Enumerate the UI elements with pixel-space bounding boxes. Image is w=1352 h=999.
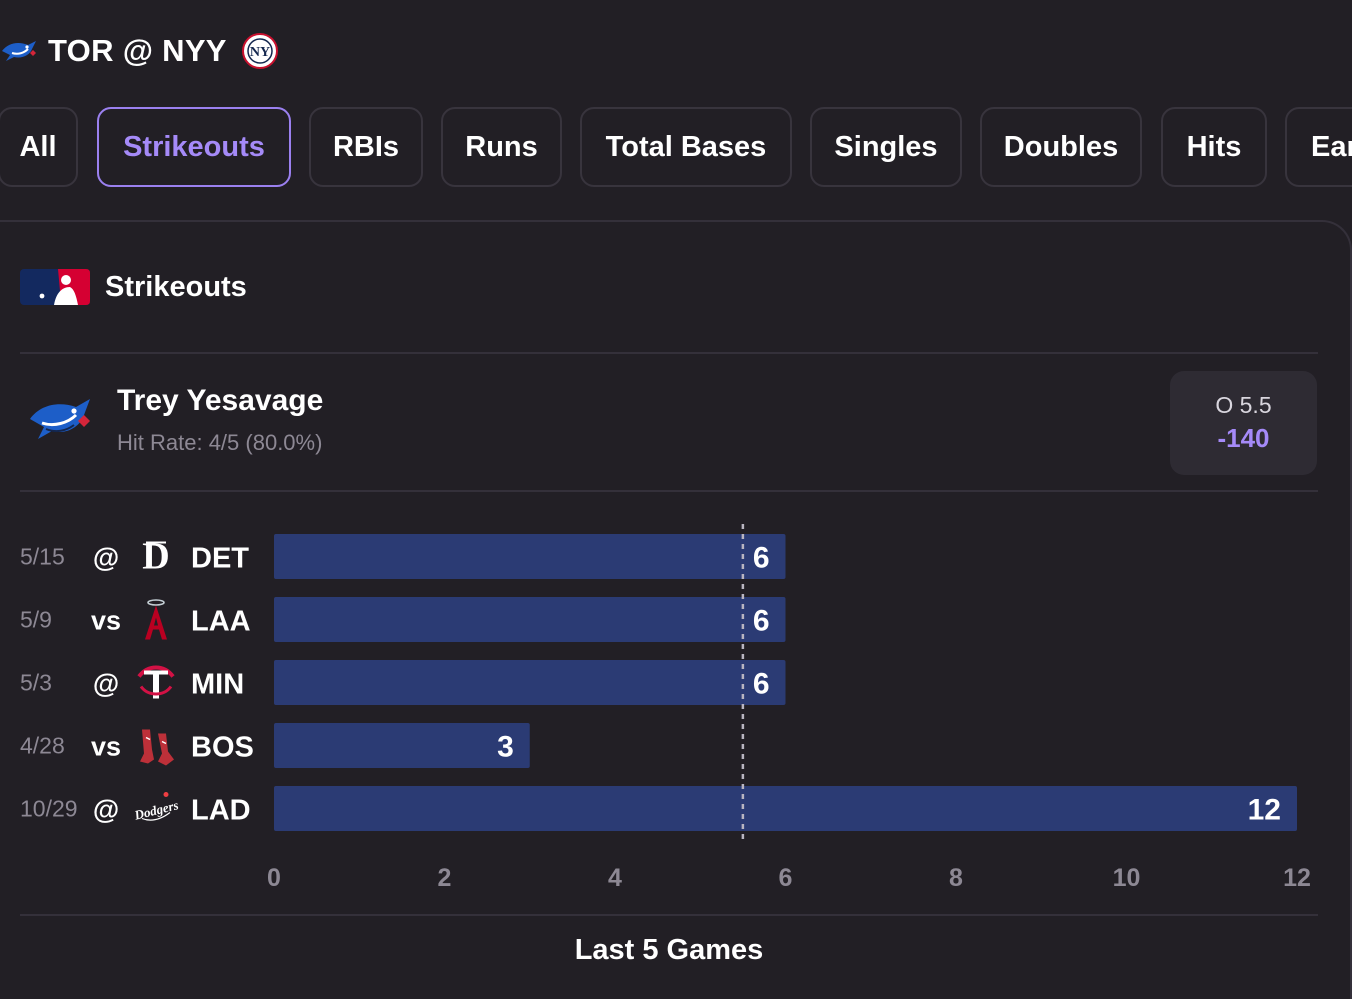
bar-value-label: 6 bbox=[753, 605, 770, 638]
player-info: Trey Yesavage Hit Rate: 4/5 (80.0%) bbox=[117, 384, 323, 456]
tigers-logo-icon: D bbox=[142, 536, 169, 578]
tab-runs[interactable]: Runs bbox=[441, 107, 562, 187]
market-title: Strikeouts bbox=[105, 270, 247, 303]
x-tick-label: 2 bbox=[438, 864, 452, 892]
opponent-abbr: BOS bbox=[191, 732, 254, 764]
x-tick-label: 4 bbox=[608, 864, 622, 892]
prop-tabs: All Strikeouts RBIs Runs Total Bases Singles D… bbox=[0, 107, 1352, 187]
tab-rbis[interactable]: RBIs bbox=[309, 107, 423, 187]
player-name: Trey Yesavage bbox=[117, 384, 324, 417]
game-date: 5/15 bbox=[20, 544, 65, 570]
matchup-header: TOR @ NYY NY bbox=[0, 28, 279, 74]
bar bbox=[274, 786, 1297, 831]
tab-total-bases[interactable]: Total Bases bbox=[580, 107, 792, 187]
opponent-abbr: DET bbox=[191, 543, 249, 575]
twins-logo-icon bbox=[137, 665, 175, 699]
blue-jays-logo-icon bbox=[30, 399, 90, 439]
tab-strikeouts[interactable]: Strikeouts bbox=[97, 107, 291, 187]
hit-rate: Hit Rate: 4/5 (80.0%) bbox=[117, 430, 323, 455]
bar-value-label: 6 bbox=[753, 542, 770, 575]
game-date: 5/9 bbox=[20, 607, 52, 633]
game-location: @ bbox=[93, 543, 119, 573]
market-header: Strikeouts bbox=[20, 268, 247, 306]
divider bbox=[20, 352, 1318, 354]
bar-value-label: 6 bbox=[753, 668, 770, 701]
player-row[interactable]: Trey Yesavage Hit Rate: 4/5 (80.0%) bbox=[26, 384, 323, 456]
bar bbox=[274, 534, 786, 579]
blue-jays-logo-icon bbox=[2, 41, 36, 61]
divider bbox=[20, 914, 1318, 916]
odds-value: -140 bbox=[1217, 423, 1270, 453]
game-location: @ bbox=[93, 795, 119, 825]
divider bbox=[20, 490, 1318, 492]
red-sox-logo-icon bbox=[140, 729, 174, 766]
tab-doubles[interactable]: Doubles bbox=[980, 107, 1142, 187]
x-tick-label: 0 bbox=[267, 864, 281, 892]
x-tick-label: 12 bbox=[1283, 864, 1311, 892]
x-tick-label: 8 bbox=[949, 864, 963, 892]
game-date: 5/3 bbox=[20, 670, 52, 696]
opponent-abbr: LAA bbox=[191, 606, 251, 638]
line-label: O 5.5 bbox=[1215, 392, 1272, 418]
game-location: @ bbox=[93, 669, 119, 699]
bar bbox=[274, 660, 786, 705]
opponent-abbr: LAD bbox=[191, 795, 251, 827]
game-date: 4/28 bbox=[20, 733, 65, 759]
tab-all[interactable]: All bbox=[0, 107, 78, 187]
mlb-logo-icon bbox=[20, 269, 90, 305]
bar-value-label: 12 bbox=[1248, 794, 1281, 827]
tab-singles[interactable]: Singles bbox=[810, 107, 962, 187]
angels-logo-icon bbox=[145, 599, 167, 640]
game-date: 10/29 bbox=[20, 796, 78, 822]
tab-ear[interactable]: Ear bbox=[1285, 107, 1352, 187]
prop-card bbox=[0, 220, 1352, 999]
game-location: vs bbox=[91, 606, 121, 636]
x-tick-label: 10 bbox=[1113, 864, 1141, 892]
svg-text:NY: NY bbox=[250, 45, 270, 60]
x-tick-label: 6 bbox=[779, 864, 793, 892]
bar bbox=[274, 597, 786, 642]
dodgers-logo-icon: Dodgers bbox=[132, 792, 180, 823]
game-location: vs bbox=[91, 732, 121, 762]
line-odds-button[interactable]: O 5.5 -140 bbox=[1170, 371, 1317, 475]
bar-value-label: 3 bbox=[497, 731, 514, 764]
tab-hits[interactable]: Hits bbox=[1161, 107, 1267, 187]
chart-title: Last 5 Games bbox=[574, 934, 764, 966]
matchup-title: TOR @ NYY bbox=[48, 33, 227, 68]
bar bbox=[274, 723, 530, 768]
opponent-abbr: MIN bbox=[191, 669, 244, 701]
yankees-logo-icon: NY bbox=[241, 33, 278, 69]
